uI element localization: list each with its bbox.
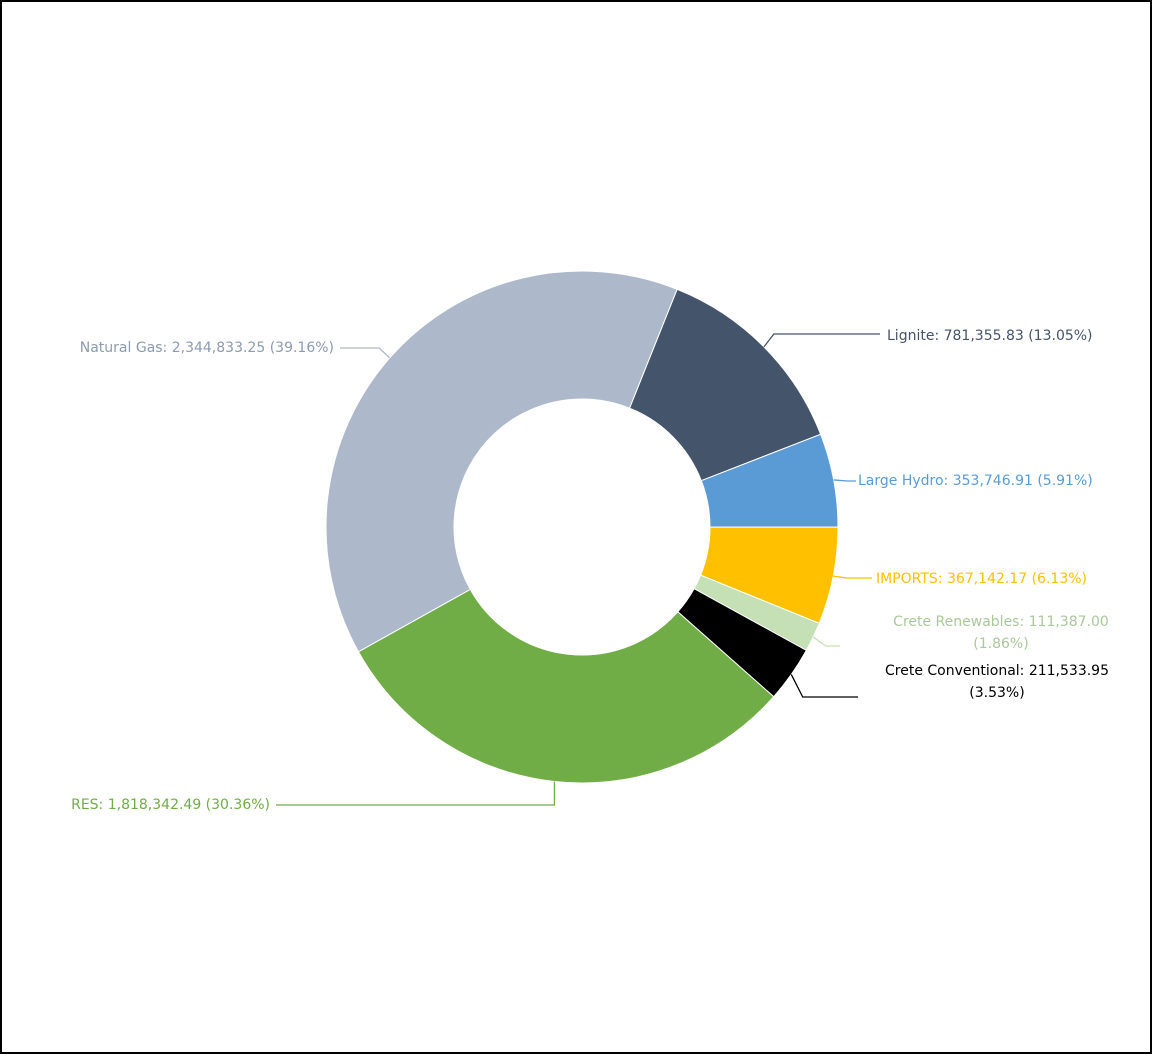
leader-line [763, 333, 880, 348]
leader-line [833, 575, 872, 579]
leader-line [812, 636, 840, 647]
data-label: Natural Gas: 2,344,833.25 (39.16%) [79, 340, 334, 356]
data-label: Crete Conventional: 211,533.95 (3.53%) [885, 663, 1109, 701]
donut-slice [357, 588, 775, 784]
data-label: IMPORTS: 367,142.17 (6.13%) [876, 571, 1087, 587]
leader-line [833, 479, 856, 482]
donut-slice [325, 270, 678, 653]
data-label: RES: 1,818,342.49 (30.36%) [71, 797, 270, 813]
leader-line [790, 674, 858, 698]
leader-line [276, 781, 556, 806]
leader-line [340, 347, 391, 359]
data-label: Lignite: 781,355.83 (13.05%) [887, 328, 1093, 344]
data-label: Crete Renewables: 111,387.00 (1.86%) [893, 614, 1109, 652]
data-label: Large Hydro: 353,746.91 (5.91%) [858, 473, 1093, 489]
